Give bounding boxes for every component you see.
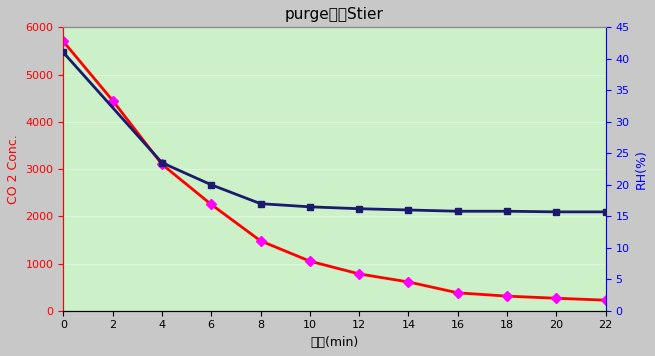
Title: purge변화Stier: purge변화Stier <box>285 7 384 22</box>
X-axis label: 시간(min): 시간(min) <box>310 336 359 349</box>
Y-axis label: RH(%): RH(%) <box>635 149 648 189</box>
Y-axis label: CO 2 Conc.: CO 2 Conc. <box>7 134 20 204</box>
